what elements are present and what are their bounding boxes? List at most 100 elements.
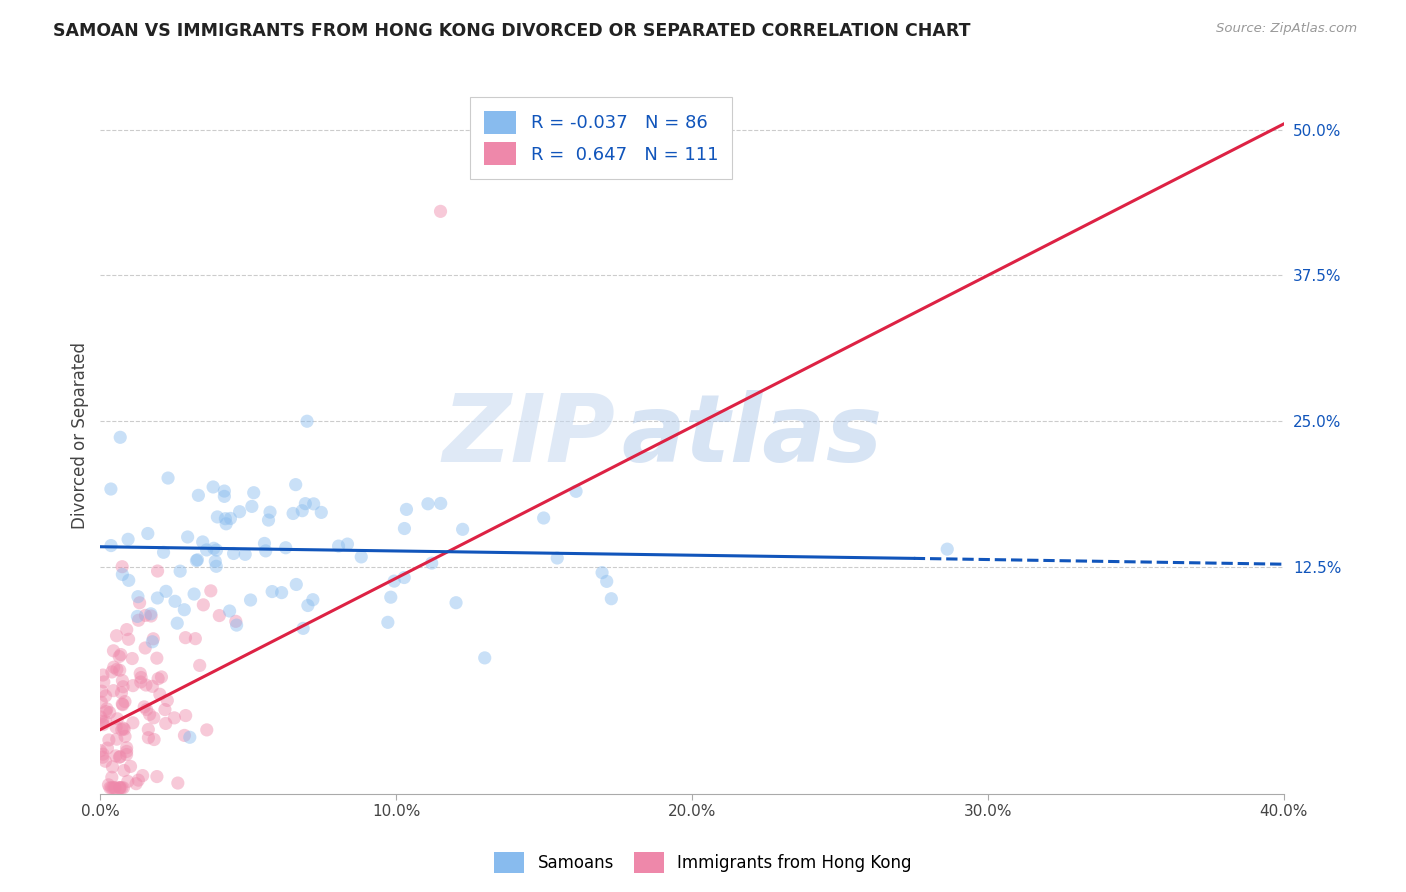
Text: Source: ZipAtlas.com: Source: ZipAtlas.com [1216, 22, 1357, 36]
Point [94, 714, 117, 729]
Point [117, 533, 139, 547]
Point [105, 720, 128, 734]
Point [444, 596, 467, 610]
Point [240, 500, 263, 514]
Point [91, 747, 114, 761]
Point [122, 679, 145, 693]
Point [156, 693, 179, 707]
Point [416, 497, 439, 511]
Point [186, 553, 208, 567]
Point [215, 516, 238, 531]
Point [115, 623, 138, 637]
Point [169, 564, 191, 578]
Point [195, 543, 218, 558]
Point [93, 675, 115, 690]
Point [193, 598, 215, 612]
Point [174, 708, 197, 723]
Point [114, 730, 136, 744]
Point [110, 430, 132, 444]
Point [120, 759, 142, 773]
Point [155, 584, 177, 599]
Point [143, 732, 166, 747]
Point [96, 702, 118, 716]
Point [135, 702, 157, 716]
Point [121, 651, 143, 665]
Point [222, 546, 245, 560]
Point [150, 670, 173, 684]
Point [111, 559, 134, 574]
Point [174, 631, 197, 645]
Point [121, 715, 143, 730]
Point [149, 687, 172, 701]
Point [108, 649, 131, 664]
Point [214, 489, 236, 503]
Point [98, 706, 121, 720]
Point [112, 722, 135, 736]
Point [936, 542, 959, 557]
Point [112, 721, 135, 735]
Point [205, 543, 228, 558]
Point [166, 776, 188, 790]
Point [90, 695, 112, 709]
Point [138, 731, 160, 745]
Point [94, 705, 117, 719]
Point [281, 507, 304, 521]
Point [94, 689, 117, 703]
Point [173, 728, 195, 742]
Point [127, 773, 149, 788]
Point [202, 541, 225, 556]
Point [111, 723, 134, 737]
Point [208, 608, 231, 623]
Point [565, 484, 588, 499]
Point [129, 671, 152, 685]
Point [108, 780, 131, 795]
Point [115, 740, 138, 755]
Point [382, 574, 405, 588]
Point [253, 536, 276, 550]
Point [114, 695, 136, 709]
Point [157, 471, 180, 485]
Point [91, 668, 114, 682]
Point [97, 778, 120, 792]
Point [128, 596, 150, 610]
Point [91, 717, 114, 731]
Point [179, 731, 201, 745]
Point [136, 526, 159, 541]
Point [117, 774, 139, 789]
Point [100, 482, 122, 496]
Point [254, 544, 277, 558]
Point [105, 732, 128, 747]
Point [110, 648, 132, 662]
Point [125, 777, 148, 791]
Point [115, 744, 138, 758]
Point [146, 651, 169, 665]
Point [127, 609, 149, 624]
Point [142, 632, 165, 646]
Point [429, 496, 451, 510]
Point [91, 750, 114, 764]
Point [214, 511, 236, 525]
Point [163, 711, 186, 725]
Point [183, 587, 205, 601]
Point [134, 608, 156, 623]
Point [259, 505, 281, 519]
Point [112, 780, 135, 795]
Point [91, 714, 114, 728]
Point [533, 511, 555, 525]
Point [176, 530, 198, 544]
Y-axis label: Divorced or Separated: Divorced or Separated [72, 342, 89, 529]
Point [474, 651, 496, 665]
Point [600, 591, 623, 606]
Point [103, 644, 125, 658]
Point [97, 733, 120, 747]
Point [377, 615, 399, 630]
Point [89, 744, 111, 758]
Point [101, 770, 124, 784]
Point [173, 603, 195, 617]
Point [112, 680, 135, 694]
Point [302, 592, 325, 607]
Point [90, 710, 112, 724]
Point [184, 632, 207, 646]
Point [90, 684, 112, 698]
Point [127, 590, 149, 604]
